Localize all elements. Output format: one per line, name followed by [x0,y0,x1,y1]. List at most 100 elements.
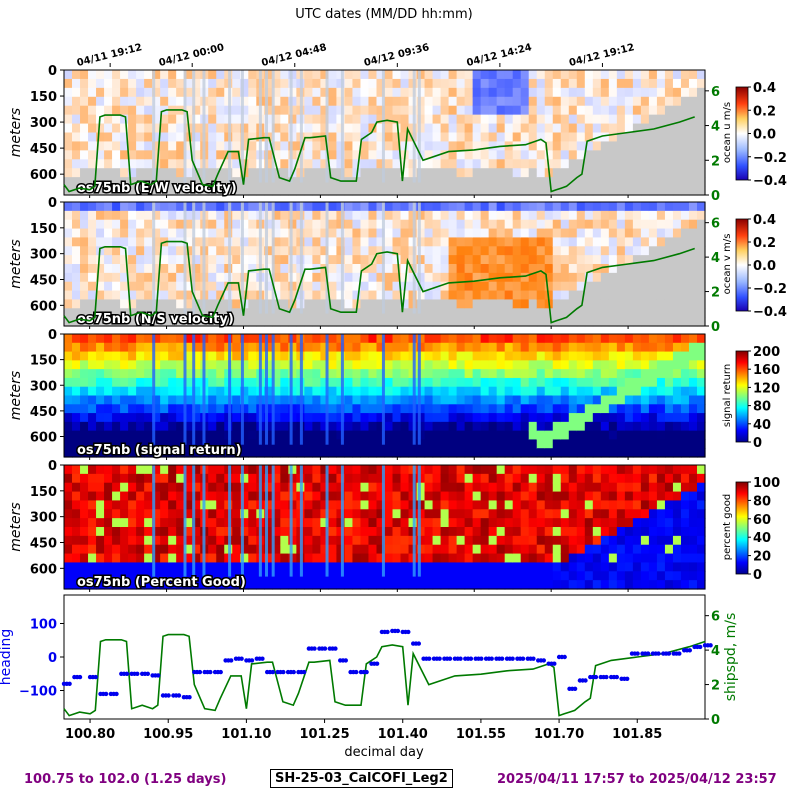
heatmap-cell [576,500,586,510]
heatmap-cell [240,580,249,590]
heatmap-cell [520,448,530,458]
data-gap-stripe [192,334,196,445]
heatmap-cell [640,430,650,441]
heatmap-cell [192,87,201,98]
heatmap-cell [592,465,602,475]
heatmap-cell [472,369,482,379]
heatmap-cell [368,553,378,564]
heatmap-cell [392,159,402,169]
heatmap-cell [528,473,538,484]
heatmap-cell [400,210,410,221]
heatmap-cell [432,544,442,555]
heatmap-cell [512,150,522,160]
heatmap-cell [168,369,177,379]
heatmap-cell [464,395,474,405]
heatmap-cell [440,272,450,283]
heatmap-cell [192,491,201,502]
heatmap-cell [512,404,522,414]
heatmap-cell [400,562,410,572]
heatmap-cell [456,272,466,283]
ship-speed-line [63,633,706,717]
heatmap-cell [64,544,73,555]
heatmap-cell [264,342,273,353]
heatmap-cell [88,509,97,519]
heatmap-cell [384,202,394,212]
heatmap-cell [112,544,121,555]
heatmap-cell [648,553,658,564]
heatmap-cell [648,448,658,458]
heatmap-cell [232,96,241,107]
heatmap-cell [272,87,281,98]
heatmap-cell [592,448,602,458]
heatmap-cell [344,413,354,423]
heatmap-cell [488,70,498,80]
heatmap-cell [128,141,137,151]
heatmap-cell [696,168,706,178]
heatmap-cell [128,334,137,344]
colorbar-tick-label: 80 [753,400,771,415]
heatmap-cell [536,132,546,143]
heatmap-cell [592,580,602,590]
heatmap-cell [80,509,89,519]
heatmap-cell [144,395,153,405]
heatmap-cell [384,544,394,555]
heatmap-cell [600,395,610,405]
heatmap-cell [696,246,706,256]
heatmap-cell [104,369,113,379]
heatmap-cell [288,290,297,301]
heatmap-cell [72,562,81,572]
heatmap-cell [640,141,650,151]
heatmap-cell [336,395,346,405]
heatmap-cell [600,580,610,590]
heatmap-cell [176,210,185,221]
heatmap-cell [600,369,610,379]
heatmap-cell [288,562,297,572]
heatmap-cell [128,395,137,405]
heatmap-cell [504,491,514,502]
heatmap-cell [600,439,610,449]
heatmap-cell [688,369,698,379]
heatmap-cell [344,281,354,292]
heatmap-cell [368,342,378,353]
heatmap-cell [448,360,458,370]
heatmap-cell [232,465,241,475]
heatmap-cell [520,177,530,187]
heatmap-cell [608,78,618,89]
heatmap-cell [264,237,273,247]
heatmap-cell [528,237,538,247]
heatmap-cell [152,535,161,546]
heatmap-cell [288,246,297,256]
heatmap-cell [264,219,273,230]
heatmap-cell [384,386,394,397]
heatmap-cell [400,255,410,265]
heatmap-cell [544,369,554,379]
heatmap-cell [352,544,362,555]
heatmap-cell [616,105,626,116]
heatmap-cell [656,421,666,432]
heatmap-cell [456,518,466,528]
heatmap-cell [264,439,273,449]
heatmap-cell [96,395,105,405]
heatmap-cell [144,308,153,318]
heatmap-cell [488,369,498,379]
heatmap-cell [392,500,402,510]
heatmap-cell [552,308,562,318]
heatmap-cell [640,78,650,89]
heatmap-cell [192,159,201,169]
heatmap-cell [128,96,137,107]
heatmap-cell [168,509,177,519]
heatmap-cell [264,228,273,239]
heatmap-cell [480,70,490,80]
heatmap-cell [144,360,153,370]
heatmap-cell [520,228,530,239]
heatmap-cell [608,553,618,564]
heatmap-cell [360,290,370,301]
heatmap-cell [128,377,137,388]
heatmap-cell [520,351,530,361]
heatmap-cell [296,186,305,196]
heatmap-cell [360,105,370,116]
heatmap-cell [176,351,185,361]
heatmap-cell [144,299,153,309]
heatmap-cell [488,78,498,89]
heatmap-cell [80,290,89,301]
